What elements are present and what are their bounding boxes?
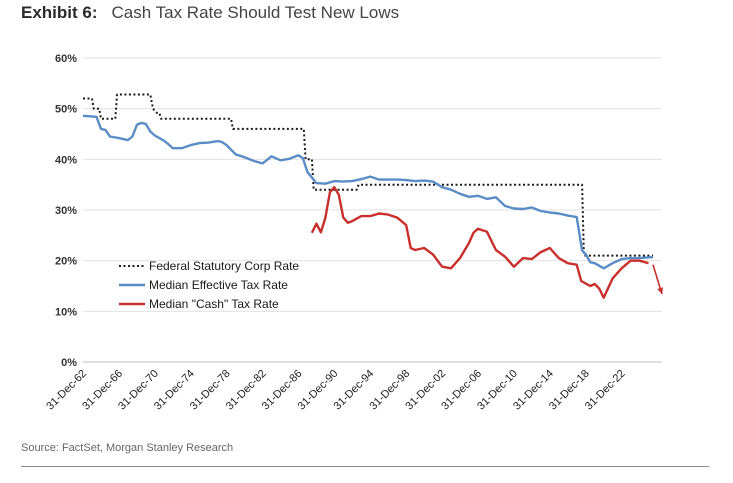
source-note: Source: FactSet, Morgan Stanley Research: [21, 442, 234, 454]
series-line-1: [82, 114, 654, 270]
y-tick-label: 50%: [55, 104, 77, 116]
legend-label: Median "Cash" Tax Rate: [149, 297, 279, 311]
y-tick-label: 40%: [55, 154, 77, 166]
series-line-0: [83, 93, 653, 257]
trend-arrow-head: [657, 287, 664, 295]
series-line-2: [310, 185, 649, 299]
y-tick-label: 60%: [55, 53, 77, 65]
legend-label: Federal Statutory Corp Rate: [149, 259, 299, 273]
footer-divider: [21, 466, 709, 467]
y-tick-label: 30%: [55, 205, 77, 217]
line-chart: 0%10%20%30%40%50%60%31-Dec-6231-Dec-6631…: [44, 53, 664, 412]
y-tick-label: 20%: [55, 256, 77, 268]
exhibit-title: Exhibit 6: Cash Tax Rate Should Test New …: [21, 3, 399, 23]
legend-label: Median Effective Tax Rate: [149, 278, 288, 292]
chart-title: Cash Tax Rate Should Test New Lows: [111, 3, 400, 22]
exhibit-label: Exhibit 6:: [21, 3, 98, 22]
y-tick-label: 0%: [61, 357, 77, 369]
y-tick-label: 10%: [55, 306, 77, 318]
